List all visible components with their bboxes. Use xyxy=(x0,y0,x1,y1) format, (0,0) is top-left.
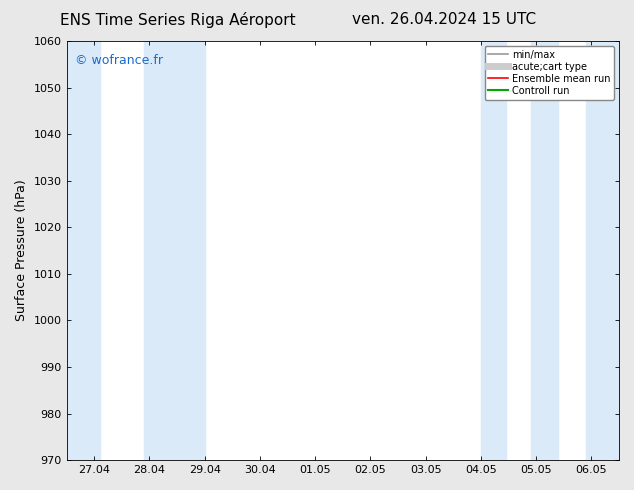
Bar xyxy=(586,41,619,460)
Y-axis label: Surface Pressure (hPa): Surface Pressure (hPa) xyxy=(15,180,28,321)
Bar xyxy=(481,41,506,460)
Bar xyxy=(531,41,558,460)
Text: ven. 26.04.2024 15 UTC: ven. 26.04.2024 15 UTC xyxy=(352,12,536,27)
Bar xyxy=(144,41,205,460)
Text: © wofrance.fr: © wofrance.fr xyxy=(75,53,163,67)
Text: ENS Time Series Riga Aéroport: ENS Time Series Riga Aéroport xyxy=(60,12,295,28)
Bar xyxy=(67,41,100,460)
Legend: min/max, acute;cart type, Ensemble mean run, Controll run: min/max, acute;cart type, Ensemble mean … xyxy=(484,46,614,99)
